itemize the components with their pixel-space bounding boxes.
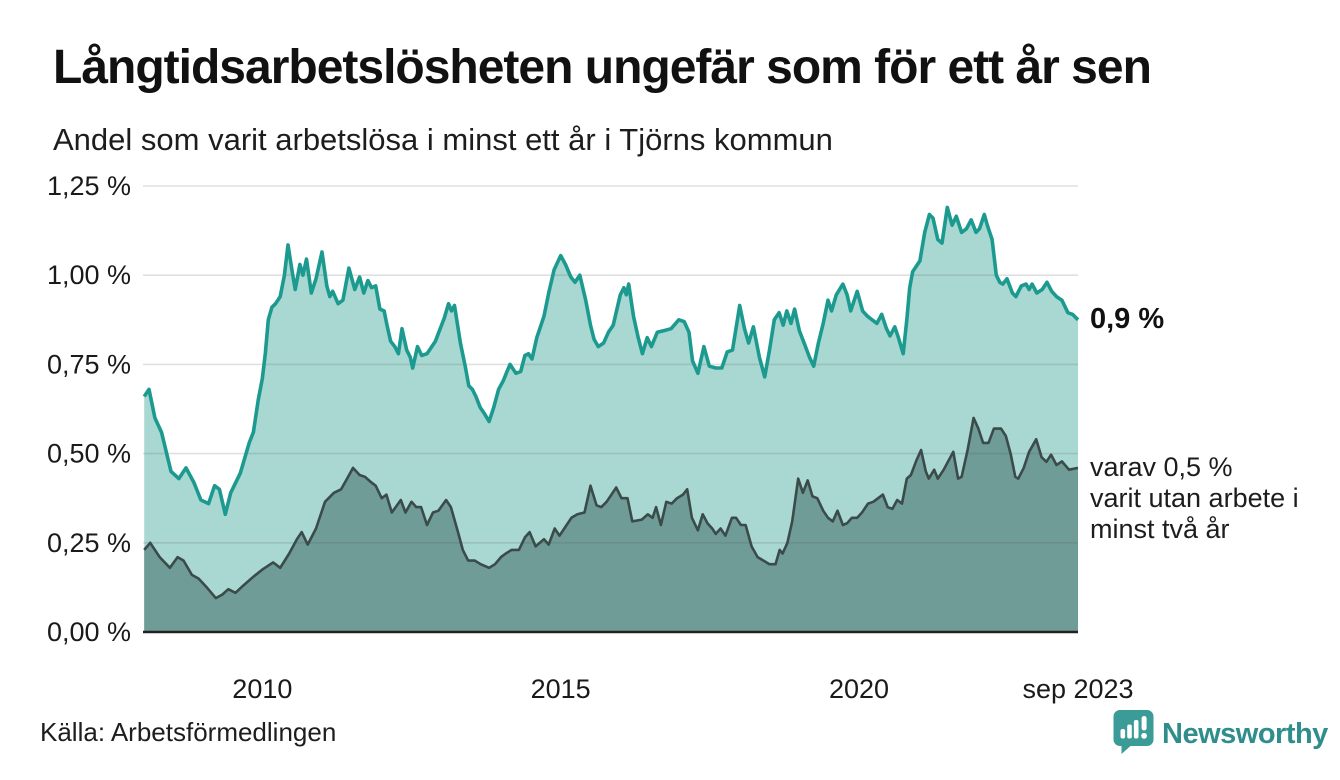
x-axis-tick-label: 2020 bbox=[829, 674, 889, 704]
series-fill-min-two-years bbox=[144, 417, 1078, 632]
secondary-annotation-line1: varav 0,5 % bbox=[1090, 452, 1233, 482]
x-axis-tick-label: 2010 bbox=[232, 674, 292, 704]
source-credit: Källa: Arbetsförmedlingen bbox=[40, 717, 337, 747]
series-line-min-two-years bbox=[143, 416, 1079, 600]
brand-name: Newsworthy bbox=[1162, 718, 1328, 750]
brand-logo: Newsworthy bbox=[1113, 709, 1328, 760]
y-axis-tick-label: 0,00 % bbox=[47, 617, 131, 647]
page-title: Långtidsarbetslösheten ungefär som för e… bbox=[53, 41, 1152, 94]
secondary-annotation-line3: minst två år bbox=[1090, 514, 1230, 544]
secondary-series-annotation: varav 0,5 % varit utan arbete i minst tv… bbox=[1090, 452, 1340, 545]
y-axis-tick-label: 0,50 % bbox=[47, 439, 131, 469]
secondary-annotation-line2: varit utan arbete i bbox=[1090, 483, 1299, 513]
x-axis-tick-label: sep 2023 bbox=[1022, 674, 1133, 704]
latest-value-label: 0,9 % bbox=[1090, 303, 1165, 335]
x-axis-tick-label: 2015 bbox=[531, 674, 591, 704]
y-axis-tick-label: 0,25 % bbox=[47, 528, 131, 558]
chart-subtitle: Andel som varit arbetslösa i minst ett å… bbox=[53, 122, 833, 157]
y-axis-tick-label: 1,25 % bbox=[47, 171, 131, 201]
newsworthy-icon bbox=[1113, 709, 1154, 760]
series-line-min-one-year bbox=[142, 205, 1080, 517]
y-axis-tick-label: 0,75 % bbox=[47, 349, 131, 379]
y-axis-tick-label: 1,00 % bbox=[47, 260, 131, 290]
